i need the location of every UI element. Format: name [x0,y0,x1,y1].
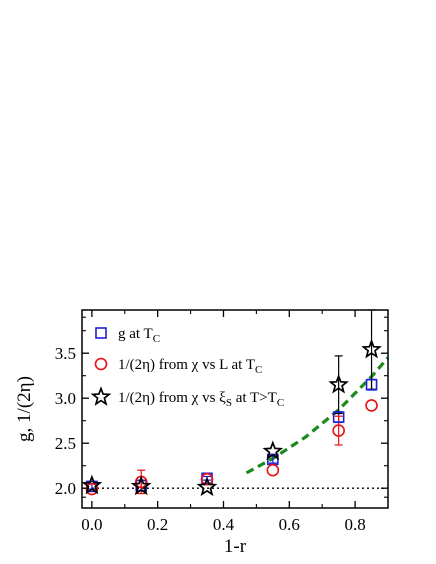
legend-label: 1/(2η) from χ vs ξS at T>TC [118,390,284,409]
y-tick-label: 3.0 [55,389,76,408]
legend-circle-marker [94,357,108,371]
legend-label: g at TC [118,326,160,345]
star-marker [361,338,382,359]
x-tick-label: 0.8 [344,515,365,534]
circle-marker [200,472,214,486]
y-tick-label: 2.0 [55,479,76,498]
plot-frame [81,309,389,509]
legend-label: 1/(2η) from χ vs L at TC [118,357,262,376]
data-markers [81,338,382,497]
x-tick-label: 0.0 [81,515,102,534]
y-tick-label: 3.5 [55,344,76,363]
square-marker [365,378,378,391]
star-marker [262,440,284,461]
legend: g at TC 1/(2η) from χ vs L at TC 1/(2η) fr… [90,326,284,409]
fit-curve-layer [245,356,390,475]
x-axis-title: 1-r [224,536,247,557]
circle-marker [266,463,280,477]
circle-marker [365,399,378,412]
x-tick-label: 0.2 [147,515,168,534]
x-tick-label: 0.4 [213,515,235,534]
square-marker [332,411,345,423]
fit-curve [245,356,390,475]
x-tick-label: 0.6 [279,515,300,534]
legend-star-marker [90,386,112,406]
y-tick-label: 2.5 [55,434,76,453]
star-marker [81,474,103,495]
star-marker [196,476,218,497]
circle-marker [85,482,99,496]
star-marker [328,373,349,394]
star-marker [130,475,152,496]
legend-square-marker [95,327,107,339]
circle-marker [332,424,345,437]
y-axis-title: g, 1/(2η) [14,376,35,442]
axis-ticks: 0.0 0.2 0.4 0.6 0.8 2.0 2.5 3.0 3.5 [55,310,388,534]
